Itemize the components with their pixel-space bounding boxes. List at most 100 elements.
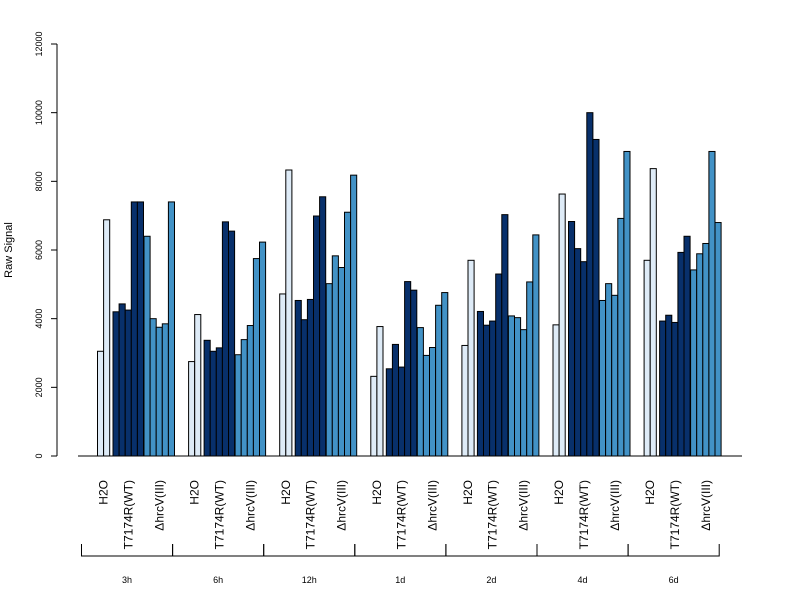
x-group-label: H2O: [643, 480, 657, 505]
bar: [574, 248, 582, 457]
time-brackets: 3h 6h 12h 1d 2d 4d 6d: [81, 544, 720, 585]
x-tick-labels: H2O T7174R(WT) ΔhrcV(III) H2O T7174R(WT) Δhrc…: [97, 480, 713, 549]
bar: [285, 169, 293, 457]
y-tick-label: 10000: [34, 100, 44, 125]
y-tick-label: 12000: [34, 31, 44, 56]
bar: [429, 347, 437, 457]
time-label: 6h: [213, 575, 223, 585]
x-group-label: T7174R(WT): [121, 480, 135, 549]
bars: [97, 112, 722, 457]
time-label: 2d: [486, 575, 496, 585]
bar: [461, 344, 469, 457]
y-tick-label: 6000: [34, 240, 44, 260]
x-group-label: T7174R(WT): [395, 480, 409, 549]
bar: [221, 221, 229, 457]
bar: [136, 201, 144, 457]
x-group-label: H2O: [188, 480, 202, 505]
bar: [690, 269, 698, 457]
time-label: 3h: [122, 575, 132, 585]
bar: [143, 235, 151, 457]
bar: [234, 354, 242, 457]
y-axis-title: Raw Signal: [3, 222, 15, 278]
bar: [259, 241, 267, 457]
bar: [501, 214, 509, 457]
bar: [118, 303, 126, 457]
x-group-label: H2O: [370, 480, 384, 505]
bar: [702, 242, 710, 457]
bar: [568, 221, 576, 457]
bar: [483, 324, 491, 457]
time-label: 4d: [577, 575, 587, 585]
bar: [306, 298, 314, 457]
x-group-label: T7174R(WT): [303, 480, 317, 549]
y-axis: 0 2000 4000 6000 8000 10000 12000: [34, 31, 58, 459]
bar: [350, 174, 358, 457]
bar: [708, 150, 716, 457]
x-group-label: ΔhrcV(III): [426, 480, 440, 531]
bar: [514, 317, 522, 457]
bar: [422, 354, 430, 457]
bar: [188, 361, 196, 457]
bar: [240, 339, 248, 457]
bar: [331, 255, 339, 457]
bar: [677, 251, 685, 457]
bar: [671, 321, 679, 457]
bar: [215, 347, 223, 457]
bar: [552, 324, 560, 457]
bar: [696, 253, 704, 457]
bar: [558, 193, 566, 457]
y-tick-label: 4000: [34, 309, 44, 329]
bar: [404, 281, 412, 457]
bar: [580, 261, 588, 457]
x-group-label: H2O: [552, 480, 566, 505]
bar: [435, 304, 443, 457]
y-tick-label: 8000: [34, 171, 44, 191]
bar: [161, 323, 169, 457]
bar: [532, 234, 540, 457]
x-group-label: ΔhrcV(III): [243, 480, 257, 531]
bar: [325, 283, 333, 457]
bar: [344, 211, 352, 457]
bar: [246, 325, 254, 457]
bar: [659, 320, 667, 457]
bar: [252, 258, 260, 457]
bar: [337, 267, 345, 457]
bar: [103, 219, 111, 457]
bar: [649, 168, 657, 457]
time-bracket: [627, 544, 720, 557]
x-group-label: T7174R(WT): [668, 480, 682, 549]
bar: [313, 215, 321, 457]
bar: [385, 368, 393, 457]
bar: [665, 314, 673, 457]
x-group-label: ΔhrcV(III): [517, 480, 531, 531]
bar: [683, 235, 691, 457]
bar: [416, 327, 424, 457]
bar: [592, 138, 600, 457]
x-group-label: ΔhrcV(III): [608, 480, 622, 531]
x-group-label: T7174R(WT): [486, 480, 500, 549]
bar: [441, 292, 449, 457]
bar: [507, 315, 515, 457]
bar: [203, 339, 211, 457]
bar: [370, 375, 378, 457]
bar: [520, 329, 528, 457]
bar: [476, 310, 484, 457]
bar: [643, 259, 651, 457]
x-group-label: ΔhrcV(III): [152, 480, 166, 531]
bar: [605, 283, 613, 457]
bar: [130, 201, 138, 457]
x-group-label: T7174R(WT): [577, 480, 591, 549]
x-group-label: H2O: [97, 480, 111, 505]
bar: [279, 293, 287, 457]
bar: [623, 150, 631, 457]
bar: [489, 320, 497, 457]
bar: [167, 201, 175, 457]
x-group-label: ΔhrcV(III): [699, 480, 713, 531]
bar: [228, 230, 236, 457]
bar: [319, 196, 327, 457]
bar: [611, 294, 619, 457]
bar: [294, 299, 302, 457]
y-tick-label: 2000: [34, 377, 44, 397]
bar: [599, 299, 607, 457]
